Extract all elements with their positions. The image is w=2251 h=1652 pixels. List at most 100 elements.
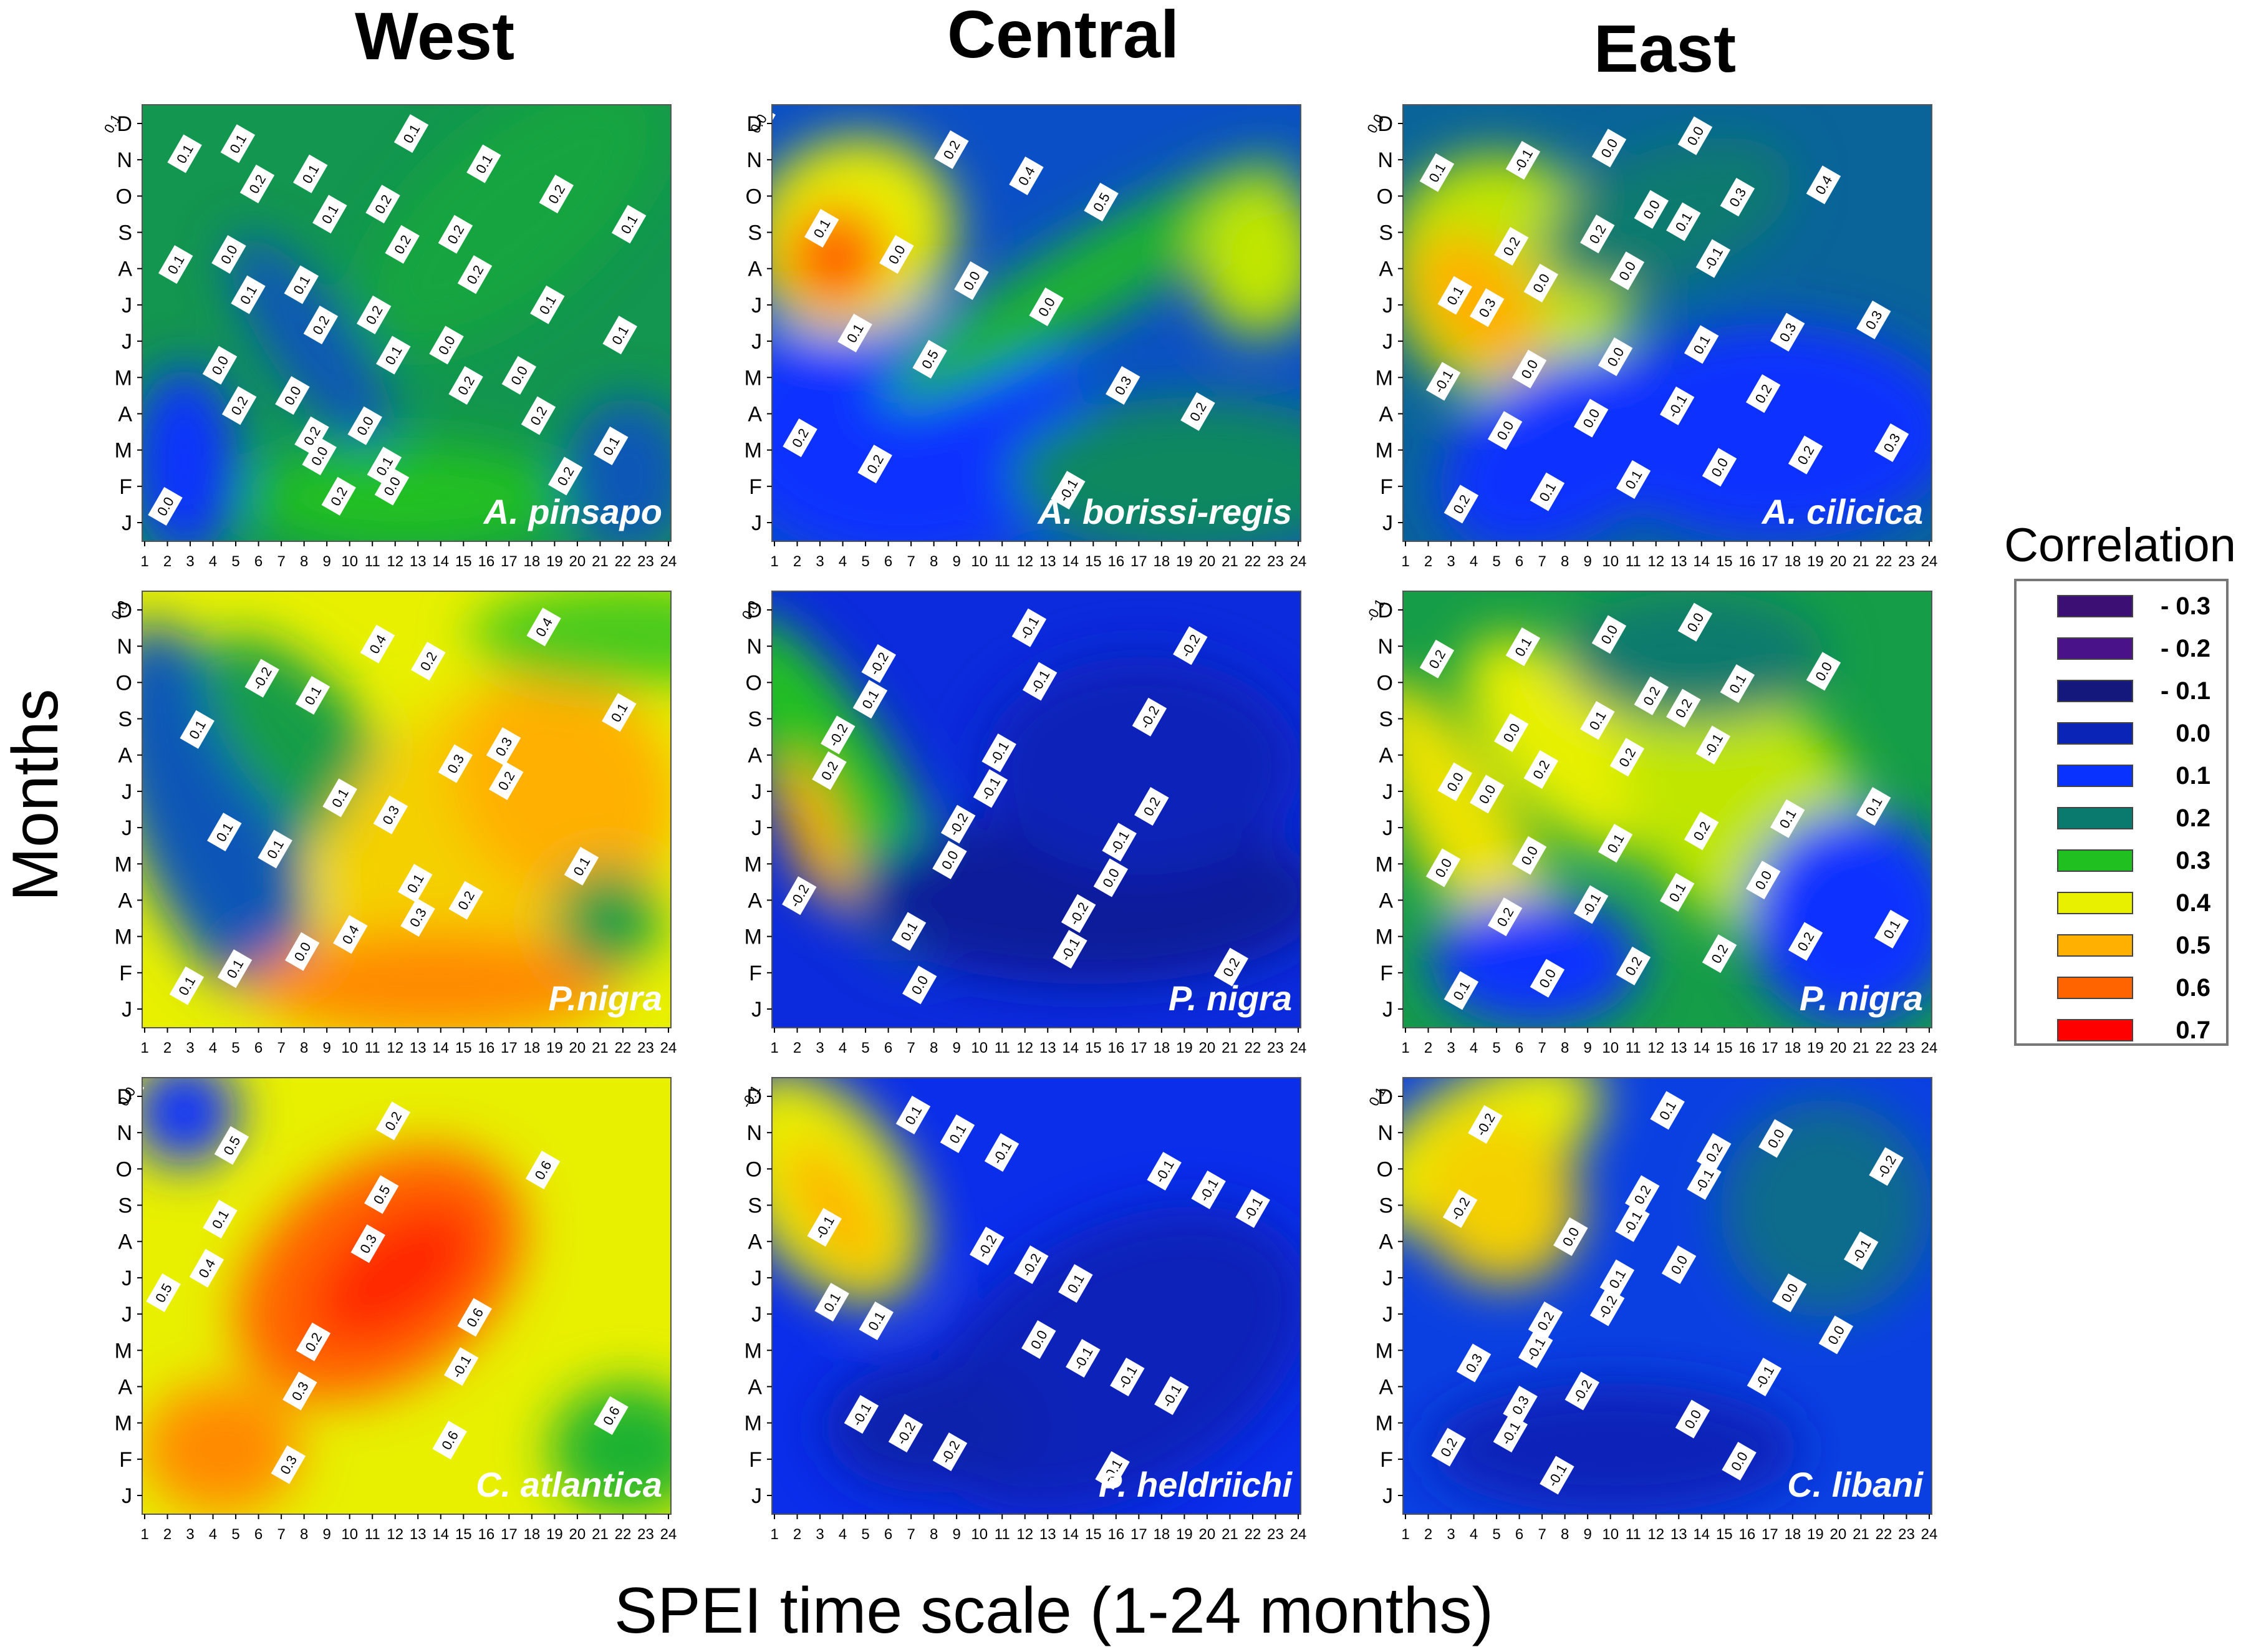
spei-tick: 4	[839, 1526, 847, 1543]
contour-label-box	[1494, 713, 1529, 752]
contour-label-box	[973, 769, 1008, 808]
contour-label-box	[1487, 411, 1523, 450]
spei-tick: 10	[1602, 1526, 1619, 1543]
spei-tick: 12	[1647, 1526, 1664, 1543]
legend-swatch	[2057, 977, 2133, 999]
contour-label-box	[501, 355, 537, 395]
spei-tick: 18	[524, 1526, 541, 1543]
spei-tick: 17	[1130, 553, 1147, 570]
spei-tick: 9	[952, 1040, 960, 1056]
month-tick: M	[1376, 853, 1393, 876]
contour-label-box	[294, 416, 329, 455]
contour-label-box	[457, 255, 493, 294]
contour-label: 0.1	[1650, 1091, 1685, 1130]
contour-label: 0.1	[1616, 460, 1651, 499]
contour-label-box	[239, 164, 275, 203]
month-tick: D	[746, 599, 762, 622]
spei-tick: 14	[1693, 1526, 1710, 1543]
spei-tick: 7	[907, 553, 915, 570]
contour-label: -0.2	[970, 1226, 1005, 1266]
month-tick: S	[748, 708, 762, 732]
month-tick: F	[119, 475, 132, 499]
contour-label-box	[1659, 872, 1695, 912]
contour-label-box	[1818, 1315, 1854, 1355]
contour-label-box	[1213, 947, 1249, 987]
column-title-central: Central	[947, 0, 1179, 72]
contour-label-box	[1132, 697, 1167, 737]
spei-tick: 15	[1085, 553, 1102, 570]
month-tick: N	[746, 148, 762, 172]
spei-tick: 10	[341, 553, 358, 570]
contour-label: 0.0	[1487, 411, 1523, 450]
spei-tick: 3	[1447, 1040, 1455, 1056]
contour-label-box	[95, 104, 130, 143]
spei-tick: 18	[1785, 1526, 1801, 1543]
spei-tick: 15	[1716, 1526, 1733, 1543]
contour-label-box	[1573, 399, 1609, 438]
contour-label-box	[1503, 1385, 1538, 1425]
month-tick: A	[118, 402, 132, 426]
spei-tick: 16	[1738, 1526, 1755, 1543]
contour-label: 0.0	[1675, 1399, 1710, 1439]
month-tick: A	[118, 1230, 132, 1254]
spei-tick: 14	[1062, 1526, 1079, 1543]
month-tick: J	[122, 780, 132, 804]
spei-tick: 23	[1267, 1040, 1284, 1056]
contour-label-box	[1770, 799, 1805, 838]
spei-tick: 20	[1199, 553, 1216, 570]
contour-label-box	[844, 1394, 879, 1434]
contour-label-box	[1598, 337, 1633, 377]
month-tick: O	[1377, 671, 1393, 695]
spei-tick: 15	[1085, 1040, 1102, 1056]
contour-label-box	[1695, 239, 1731, 278]
heatmap-region	[1720, 1099, 1932, 1318]
contour-label-box	[1106, 365, 1140, 405]
spei-tick: 12	[1647, 1040, 1664, 1056]
species-label: P. nigra	[1800, 978, 1923, 1018]
heatmap-panel-3: 0.0-0.10.20.20.00.20.10.00.10.10.10.00.0…	[1357, 104, 1937, 570]
spei-tick: 22	[1876, 1526, 1892, 1543]
month-tick: A	[1379, 889, 1393, 912]
heatmap-field	[142, 591, 671, 1028]
contour-label: 0.2	[1616, 946, 1651, 985]
spei-tick: 10	[341, 1040, 358, 1056]
spei-tick: 3	[186, 1526, 194, 1543]
month-tick: M	[115, 1412, 132, 1436]
month-tick: N	[117, 1121, 132, 1145]
month-tick: J	[751, 998, 762, 1022]
legend-swatch	[2057, 765, 2133, 787]
spei-tick: 13	[410, 1526, 427, 1543]
month-tick: F	[749, 962, 762, 985]
spei-tick: 13	[1039, 1040, 1056, 1056]
spei-tick: 10	[971, 1526, 988, 1543]
contour-label-box	[220, 124, 256, 163]
spei-tick: 11	[365, 1526, 380, 1543]
legend-swatch	[2057, 892, 2133, 914]
month-tick: J	[751, 1303, 762, 1326]
contour-label-box	[1661, 1245, 1697, 1285]
spei-tick: 21	[1853, 553, 1869, 570]
spei-tick: 23	[1267, 553, 1284, 570]
contour-label-box	[1573, 885, 1609, 924]
spei-tick: 21	[1222, 1526, 1238, 1543]
spei-tick: 3	[186, 553, 194, 570]
contour-label: 0.1	[1505, 627, 1541, 667]
contour-label: 0.2	[1213, 947, 1249, 987]
contour-label-box	[167, 134, 202, 173]
contour-label: 0.3	[1720, 178, 1755, 217]
spei-tick: 10	[1602, 553, 1619, 570]
contour-label-box	[489, 761, 524, 800]
heatmap-panel-7: 0.00.10.20.30.50.60.60.60.50.60.50.40.30…	[109, 1076, 677, 1543]
month-tick: M	[115, 853, 132, 876]
contour-label-box	[356, 295, 392, 334]
spei-tick: 19	[1807, 553, 1824, 570]
heatmap-field	[142, 1078, 671, 1514]
month-tick: A	[748, 1375, 762, 1399]
contour-label-box	[932, 1432, 968, 1472]
contour-label-box	[1487, 897, 1523, 937]
contour-label: 0.1	[207, 813, 242, 852]
spei-tick: 13	[1670, 1040, 1687, 1056]
contour-label-box	[367, 447, 402, 486]
contour-label-box	[525, 1151, 561, 1190]
contour-label-box	[1720, 664, 1755, 703]
